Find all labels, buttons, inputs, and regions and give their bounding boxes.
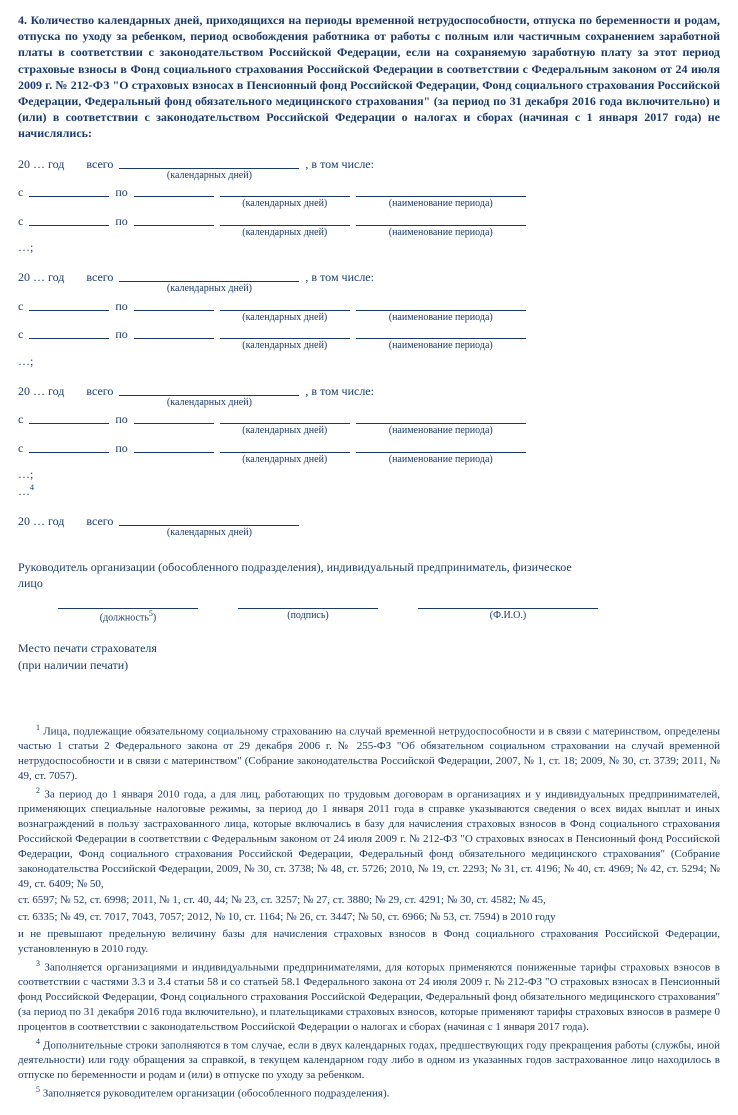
s-label: с	[18, 213, 23, 229]
year-label: 20 … год	[18, 383, 64, 399]
to-field[interactable]	[134, 326, 214, 339]
cal-days-caption: (календарных дней)	[242, 339, 327, 353]
days-field[interactable]	[220, 298, 350, 311]
vtom-label: , в том числе:	[305, 269, 374, 285]
position-field[interactable]	[58, 596, 198, 609]
period-name-caption: (наименование периода)	[389, 226, 493, 240]
from-field[interactable]	[29, 411, 109, 424]
ruk-text: Руководитель организации (обособленного …	[18, 559, 720, 575]
s-label: с	[18, 440, 23, 456]
cal-days-caption: (календарных дней)	[242, 311, 327, 325]
footnote-5: 5 Заполняется руководителем организации …	[18, 1085, 720, 1102]
footnote-3: 3 Заполняется организациями и индивидуал…	[18, 959, 720, 1035]
dots-4: …4	[18, 483, 720, 499]
cal-days-caption: (календарных дней)	[167, 282, 252, 296]
position-caption: (должность5)	[100, 609, 157, 625]
stamp-note: (при наличии печати)	[18, 657, 720, 673]
period-name-field[interactable]	[356, 184, 526, 197]
cal-days-caption: (календарных дней)	[167, 526, 252, 540]
period-name-field[interactable]	[356, 326, 526, 339]
fio-caption: (Ф.И.О.)	[490, 609, 527, 623]
footnote-1: 1 Лица, подлежащие обязательному социаль…	[18, 723, 720, 784]
cal-days-caption: (календарных дней)	[242, 197, 327, 211]
from-field[interactable]	[29, 440, 109, 453]
period-name-caption: (наименование периода)	[389, 311, 493, 325]
s-label: с	[18, 298, 23, 314]
stamp-block: Место печати страхователя (при наличии п…	[18, 640, 720, 672]
to-field[interactable]	[134, 440, 214, 453]
vsego-label: всего	[86, 269, 113, 285]
days-field[interactable]	[220, 411, 350, 424]
po-label: по	[115, 213, 127, 229]
total-days-field[interactable]	[119, 156, 299, 169]
total-days-field[interactable]	[119, 269, 299, 282]
footnote-2c: ст. 6335; № 49, ст. 7017, 7043, 7057; 20…	[18, 910, 720, 925]
fio-field[interactable]	[418, 596, 598, 609]
days-field[interactable]	[220, 184, 350, 197]
cal-days-caption: (календарных дней)	[242, 453, 327, 467]
s-label: с	[18, 411, 23, 427]
period-block-extra: 20 … год всего (календарных дней)	[18, 513, 720, 540]
po-label: по	[115, 440, 127, 456]
dots: …;	[18, 466, 720, 482]
period-block-2: 20 … год всего (календарных дней) , в то…	[18, 269, 720, 369]
period-name-field[interactable]	[356, 411, 526, 424]
from-field[interactable]	[29, 298, 109, 311]
year-label: 20 … год	[18, 269, 64, 285]
total-days-field[interactable]	[119, 513, 299, 526]
vsego-label: всего	[86, 513, 113, 529]
from-field[interactable]	[29, 326, 109, 339]
vsego-label: всего	[86, 383, 113, 399]
period-name-field[interactable]	[356, 440, 526, 453]
s-label: с	[18, 326, 23, 342]
vsego-label: всего	[86, 156, 113, 172]
period-name-field[interactable]	[356, 213, 526, 226]
to-field[interactable]	[134, 213, 214, 226]
period-name-caption: (наименование периода)	[389, 424, 493, 438]
po-label: по	[115, 298, 127, 314]
vtom-label: , в том числе:	[305, 156, 374, 172]
signature-caption: (подпись)	[287, 609, 329, 623]
footnote-2b: ст. 6597; № 52, ст. 6998; 2011, № 1, ст.…	[18, 893, 720, 908]
year-label: 20 … год	[18, 513, 64, 529]
cal-days-caption: (календарных дней)	[167, 396, 252, 410]
cal-days-caption: (календарных дней)	[242, 424, 327, 438]
footnote-2d: и не превышают предельную величину базы …	[18, 927, 720, 957]
stamp-label: Место печати страхователя	[18, 640, 720, 656]
footnote-2a: 2 За период до 1 января 2010 года, а для…	[18, 786, 720, 892]
period-block-1: 20 … год всего (календарных дней) , в то…	[18, 156, 720, 256]
footnotes: 1 Лица, подлежащие обязательному социаль…	[18, 723, 720, 1102]
dots: …;	[18, 353, 720, 369]
litso-text: лицо	[18, 575, 720, 591]
po-label: по	[115, 184, 127, 200]
period-block-3: 20 … год всего (календарных дней) , в то…	[18, 383, 720, 499]
signature-block: Руководитель организации (обособленного …	[18, 559, 720, 624]
footnote-4: 4 Дополнительные строки заполняются в то…	[18, 1037, 720, 1083]
days-field[interactable]	[220, 440, 350, 453]
cal-days-caption: (календарных дней)	[167, 169, 252, 183]
dots: …;	[18, 239, 720, 255]
days-field[interactable]	[220, 326, 350, 339]
year-label: 20 … год	[18, 156, 64, 172]
vtom-label: , в том числе:	[305, 383, 374, 399]
period-name-caption: (наименование периода)	[389, 197, 493, 211]
po-label: по	[115, 326, 127, 342]
signature-field[interactable]	[238, 596, 378, 609]
s-label: с	[18, 184, 23, 200]
period-name-caption: (наименование периода)	[389, 339, 493, 353]
cal-days-caption: (календарных дней)	[242, 226, 327, 240]
from-field[interactable]	[29, 184, 109, 197]
po-label: по	[115, 411, 127, 427]
to-field[interactable]	[134, 411, 214, 424]
from-field[interactable]	[29, 213, 109, 226]
period-name-field[interactable]	[356, 298, 526, 311]
period-name-caption: (наименование периода)	[389, 453, 493, 467]
to-field[interactable]	[134, 298, 214, 311]
to-field[interactable]	[134, 184, 214, 197]
days-field[interactable]	[220, 213, 350, 226]
total-days-field[interactable]	[119, 383, 299, 396]
section-4-title: 4. Количество календарных дней, приходящ…	[18, 12, 720, 142]
